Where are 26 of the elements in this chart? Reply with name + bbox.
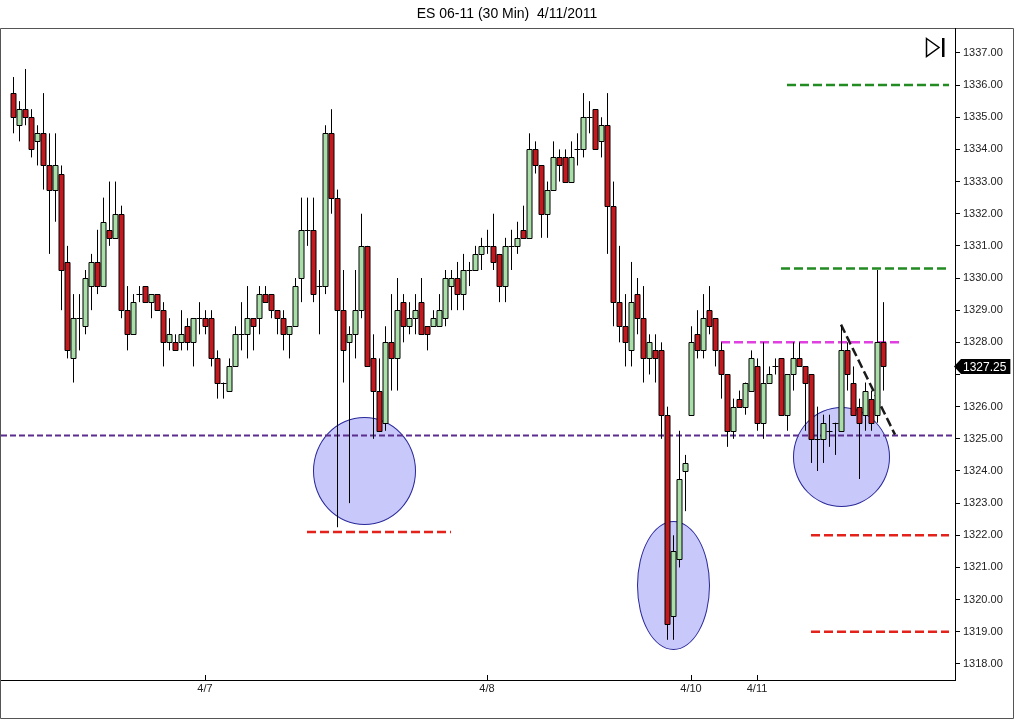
y-tick-label: 1330.00	[963, 271, 1003, 284]
y-tick-label: 1329.00	[963, 303, 1003, 316]
text: 1327.25	[963, 359, 1007, 374]
y-tick-label: 1322.00	[963, 528, 1003, 541]
y-tick-label: 1333.00	[963, 174, 1003, 187]
y-tick-label: 1323.00	[963, 496, 1003, 509]
y-tick-label: 1324.00	[963, 464, 1003, 476]
y-tick-label: 1332.00	[963, 206, 1003, 219]
chart-title: ES 06-11 (30 Min) 4/11/2011	[416, 5, 598, 22]
y-tick-label: 1321.00	[963, 560, 1003, 573]
y-tick-label: 1337.00	[963, 45, 1003, 58]
x-tick-label: 4/10	[680, 681, 702, 694]
y-tick-label: 1334.00	[963, 142, 1003, 155]
y-tick-label: 1325.00	[963, 431, 1003, 444]
y-tick-label: 1335.00	[963, 110, 1003, 123]
y-tick-label: 1336.00	[963, 78, 1003, 91]
line-series	[839, 323, 897, 436]
y-tick-label: 1318.00	[963, 656, 1003, 669]
x-tick-label: 4/11	[746, 681, 768, 694]
y-tick-label: 1331.00	[963, 238, 1003, 251]
y-tick-label: 1328.00	[963, 335, 1003, 348]
y-tick-label: 1320.00	[963, 592, 1003, 605]
x-tick-label: 4/8	[479, 681, 495, 694]
x-tick-label: 4/7	[197, 681, 213, 694]
y-tick-label: 1319.00	[963, 624, 1003, 637]
y-tick-label: 1326.00	[963, 399, 1003, 412]
